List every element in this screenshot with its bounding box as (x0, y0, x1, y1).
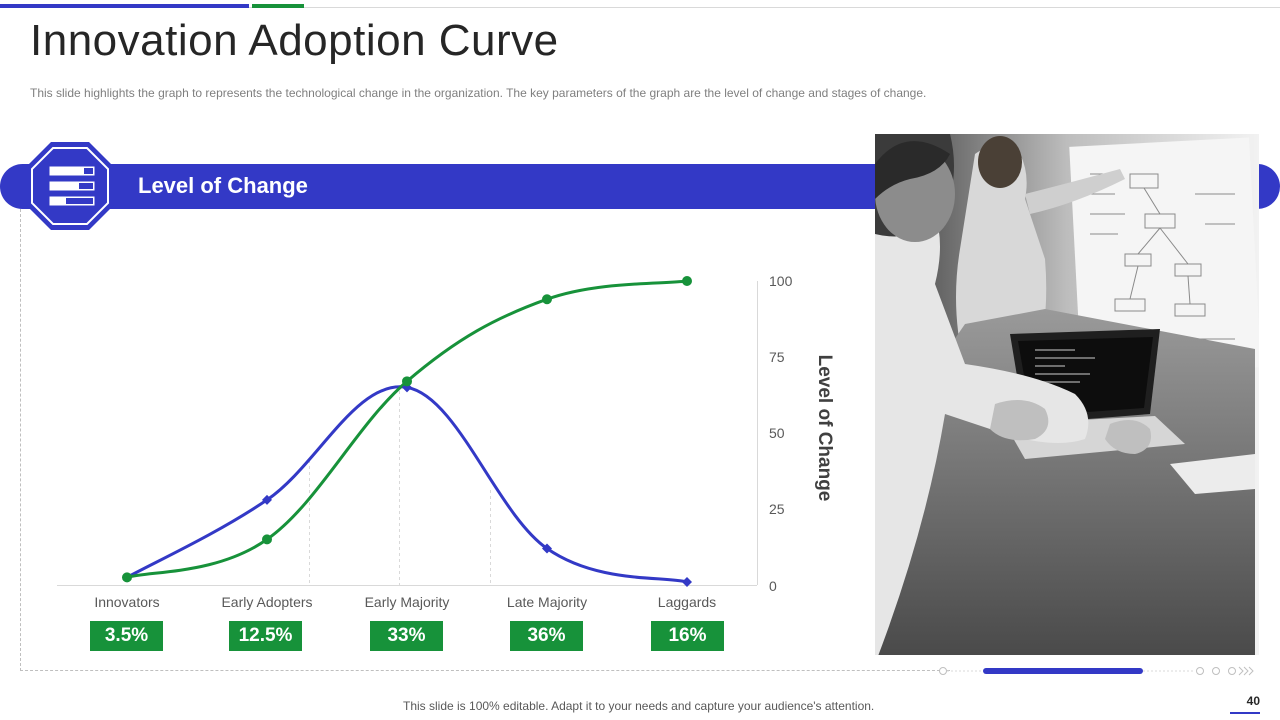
x-tick-label: Early Adopters (221, 594, 312, 610)
y-tick-label: 25 (769, 501, 785, 517)
data-point (542, 294, 552, 305)
x-tick-label: Late Majority (507, 594, 587, 610)
y-tick-label: 100 (769, 273, 793, 289)
chart-frame (20, 209, 950, 671)
y-tick-label: 50 (769, 425, 785, 441)
percentage-badge: 33% (370, 621, 443, 651)
x-tick-label: Innovators (94, 594, 159, 610)
percentage-badge: 16% (651, 621, 724, 651)
data-point (542, 543, 552, 554)
x-tick-label: Laggards (658, 594, 716, 610)
page-number: 40 (1246, 694, 1260, 708)
list-bars-icon (26, 142, 114, 230)
office-photo (875, 134, 1259, 655)
y-axis-labels: 100 75 50 25 0 (769, 273, 793, 594)
x-axis-labels: Innovators Early Adopters Early Majority… (94, 594, 716, 610)
footer-text: This slide is 100% editable. Adapt it to… (403, 699, 875, 713)
top-accent-blue (0, 4, 249, 8)
top-rule (0, 7, 1280, 8)
page-number-underline (1230, 712, 1260, 714)
top-accent-bar (0, 0, 1280, 8)
line-chart: Innovators Early Adopters Early Majority… (57, 273, 835, 610)
data-point (682, 576, 692, 587)
data-point (122, 572, 132, 583)
data-point (262, 534, 272, 545)
data-point (402, 376, 412, 387)
slide-navigation-icon (939, 666, 1254, 676)
y-tick-label: 0 (769, 578, 777, 594)
slide-subtitle: This slide highlights the graph to repre… (30, 86, 927, 100)
series-layer (122, 276, 692, 587)
y-tick-label: 75 (769, 349, 785, 365)
x-tick-label: Early Majority (365, 594, 450, 610)
banner-label: Level of Change (138, 173, 308, 198)
data-point (682, 276, 692, 286)
percentage-badge: 3.5% (90, 621, 163, 651)
percentage-badge: 12.5% (229, 621, 302, 651)
percentage-badge: 36% (510, 621, 583, 651)
series-line (126, 279, 688, 579)
y-axis-title: Level of Change (814, 355, 835, 502)
data-point (262, 494, 272, 505)
slide-title: Innovation Adoption Curve (30, 16, 559, 65)
top-accent-green (252, 4, 304, 8)
series-line (126, 385, 688, 584)
